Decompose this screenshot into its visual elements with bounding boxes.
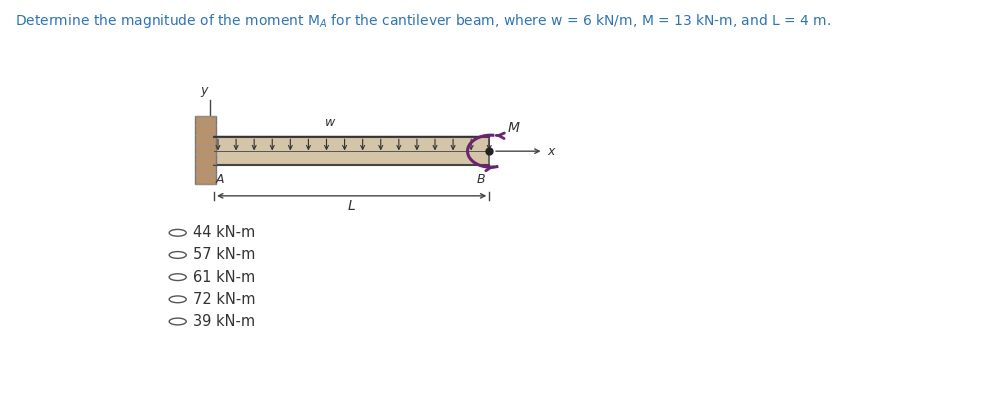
Text: 39 kN-m: 39 kN-m <box>193 314 255 329</box>
Text: 44 kN-m: 44 kN-m <box>193 225 255 240</box>
Text: Determine the magnitude of the moment M$_A$ for the cantilever beam, where w = 6: Determine the magnitude of the moment M$… <box>15 12 831 30</box>
Text: w: w <box>325 116 335 129</box>
Text: M: M <box>508 121 520 135</box>
Bar <box>195 116 216 184</box>
Text: 57 kN-m: 57 kN-m <box>193 248 256 262</box>
Bar <box>214 137 489 165</box>
Text: A: A <box>216 173 224 186</box>
Text: 61 kN-m: 61 kN-m <box>193 270 255 285</box>
Text: x: x <box>547 145 555 158</box>
Text: B: B <box>477 173 485 186</box>
Text: 72 kN-m: 72 kN-m <box>193 292 256 307</box>
Text: L: L <box>348 199 356 213</box>
Text: y: y <box>201 84 208 97</box>
